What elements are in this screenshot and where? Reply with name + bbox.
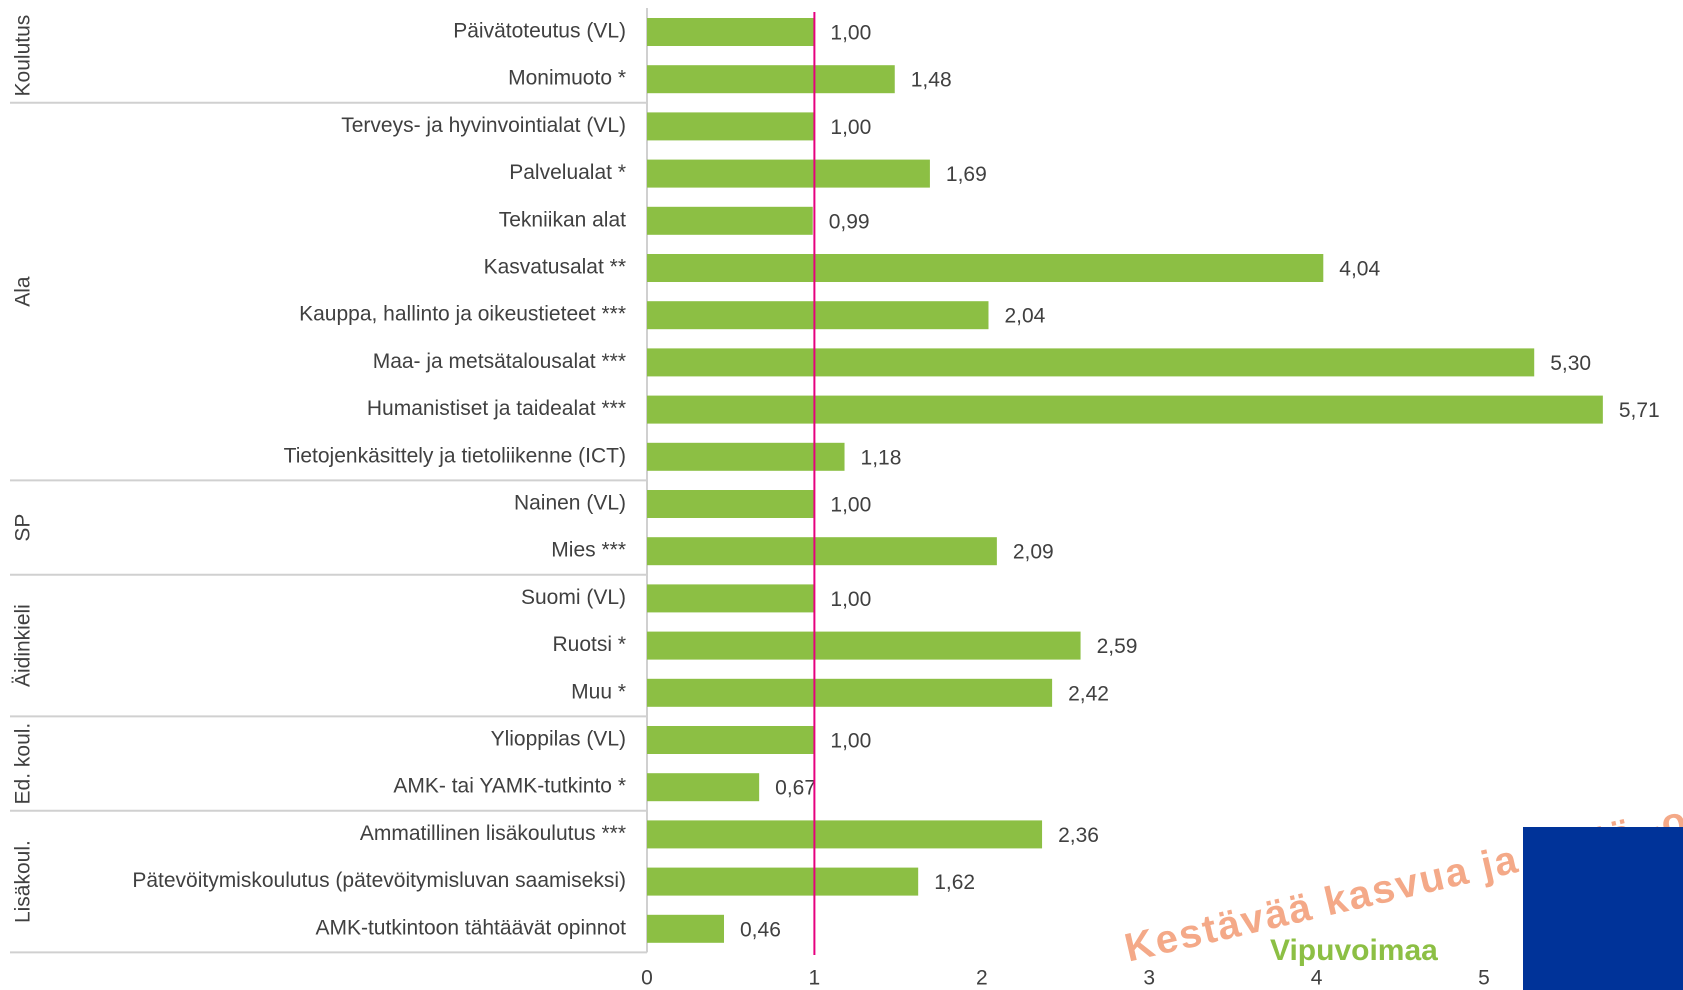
category-label: Ammatillinen lisäkoulutus *** [360,822,626,845]
value-label: 2,36 [1058,824,1099,847]
bar [647,914,725,943]
watermark-brand: Vipuvoimaa [1270,934,1438,967]
bar [647,490,815,518]
x-tick-label: 0 [641,967,653,990]
category-label: Terveys- ja hyvinvointialat (VL) [341,114,626,137]
category-label: Kauppa, hallinto ja oikeustieteet *** [299,303,626,326]
bar [647,112,815,141]
value-label: 1,00 [830,730,871,753]
bar [647,395,1603,424]
value-label: 1,69 [946,163,987,186]
bar [647,159,930,188]
bar [647,820,1043,849]
bar [647,206,813,235]
value-label: 5,30 [1550,352,1591,375]
x-tick-label: 5 [1478,967,1490,990]
group-label: Ala [12,276,35,307]
value-label: 1,00 [830,494,871,517]
category-label: Tekniikan alat [499,208,626,231]
bar [647,678,1053,707]
bar [647,773,760,802]
category-label: Maa- ja metsätalousalat *** [373,350,626,373]
x-tick-label: 2 [976,967,988,990]
category-label: Humanistiset ja taidealat *** [367,397,626,420]
value-label: 2,04 [1004,305,1045,328]
value-label: 0,46 [740,918,781,941]
category-label: Mies *** [551,539,626,562]
value-label: 1,00 [830,116,871,139]
x-tick-label: 3 [1143,967,1155,990]
group-label: Ed. koul. [12,723,35,805]
category-label: Ruotsi * [552,633,626,656]
group-label: SP [12,514,35,542]
category-label: Kasvatusalat ** [484,256,626,279]
value-label: 1,00 [830,22,871,45]
x-tick-label: 1 [809,967,821,990]
bar [647,537,997,566]
value-label: 4,04 [1339,258,1380,281]
bar [647,867,919,896]
category-label: Muu * [571,680,626,703]
bar [647,442,845,471]
category-label: AMK- tai YAMK-tutkinto * [393,775,626,798]
value-label: 1,48 [911,69,952,92]
category-label: Pätevöitymiskoulutus (pätevöitymisluvan … [132,869,626,892]
value-label: 5,71 [1619,399,1660,422]
category-label: Nainen (VL) [514,492,626,515]
bar [647,254,1324,282]
eu-flag [1523,827,1683,990]
group-label: Lisäkoul. [12,840,35,923]
category-label: Päivätoteutus (VL) [453,20,626,43]
category-label: Suomi (VL) [521,586,626,609]
group-label: Koulutus [12,15,35,97]
value-label: 1,00 [830,588,871,611]
bar [647,18,815,46]
bar [647,584,815,613]
bar [647,65,895,94]
bar [647,301,989,330]
value-label: 2,59 [1097,635,1138,658]
bar [647,726,815,754]
category-label: Tietojenkäsittely ja tietoliikenne (ICT) [284,444,626,467]
group-label: Äidinkieli [12,604,35,687]
category-label: Ylioppilas (VL) [491,728,626,751]
value-label: 1,18 [861,446,902,469]
value-label: 0,99 [829,210,870,233]
value-label: 0,67 [775,777,816,800]
value-label: 2,09 [1013,541,1054,564]
value-label: 2,42 [1068,682,1109,705]
category-label: Palvelualat * [509,161,626,184]
category-label: AMK-tutkintoon tähtäävät opinnot [315,916,626,939]
x-tick-label: 4 [1311,967,1323,990]
bar [647,631,1081,660]
bar [647,348,1535,377]
category-label: Monimuoto * [508,67,626,90]
value-label: 1,62 [934,871,975,894]
